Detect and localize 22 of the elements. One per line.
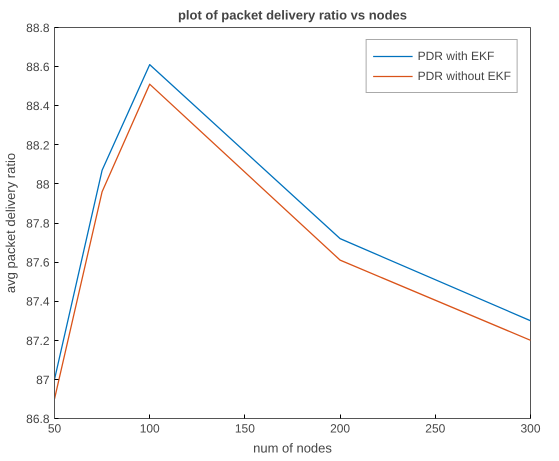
y-tick-label: 87.8 xyxy=(26,216,50,230)
x-tick-label: 250 xyxy=(425,422,446,436)
y-tick-label: 88.6 xyxy=(26,60,50,74)
x-tick-label: 50 xyxy=(48,422,62,436)
chart-title: plot of packet delivery ratio vs nodes xyxy=(178,8,408,22)
x-tick-label: 200 xyxy=(330,422,350,436)
x-tick-label: 150 xyxy=(234,422,256,436)
legend-label: PDR with EKF xyxy=(418,49,494,63)
y-tick-label: 88.4 xyxy=(26,99,50,114)
y-axis-title: avg packet delivery ratio xyxy=(3,152,18,294)
y-tick-label: 87.2 xyxy=(26,334,50,348)
y-tick-label: 88.8 xyxy=(26,21,50,35)
x-axis-title: num of nodes xyxy=(253,440,332,456)
y-tick-label: 87.6 xyxy=(26,256,50,270)
y-tick-label: 88 xyxy=(36,177,50,192)
y-tick-label: 86.8 xyxy=(26,412,50,426)
x-tick-label: 300 xyxy=(520,422,541,436)
y-tick-label: 87.4 xyxy=(26,294,50,309)
y-tick-label: 87 xyxy=(36,372,50,387)
x-tick-label: 100 xyxy=(140,422,160,436)
y-tick-label: 88.2 xyxy=(26,138,50,152)
legend-label: PDR without EKF xyxy=(418,69,511,83)
